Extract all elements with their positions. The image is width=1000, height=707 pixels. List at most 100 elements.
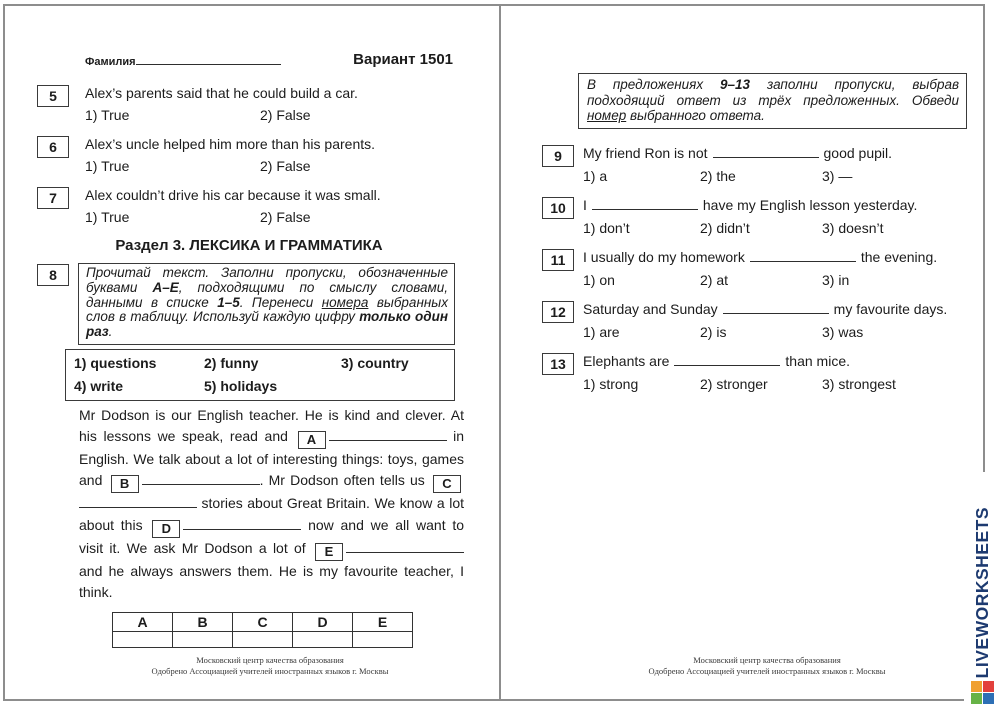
option-3[interactable]: 3) strongest [822, 375, 896, 392]
statement-before-blank: Saturday and Sunday [583, 300, 718, 317]
text-run: заполни пропуски, выбрав подходящий отве… [587, 77, 960, 108]
gap-fill-paragraph: Mr Dodson is our English teacher. He is … [79, 405, 464, 603]
liveworksheets-watermark[interactable]: LIVEWORKSHEETS [964, 472, 1000, 704]
question-number: 7 [37, 187, 69, 209]
question-number: 12 [542, 300, 574, 323]
answer-blank[interactable] [141, 472, 260, 486]
text-run: in English. We talk about a lot of inter… [79, 428, 464, 489]
word-bank-item[interactable]: 3) country [341, 354, 409, 371]
statement-after-blank: my favourite days. [833, 300, 948, 317]
option-true[interactable]: 1) True [85, 107, 130, 123]
answer-blank[interactable] [346, 540, 464, 553]
worksheet-header: Фамилия Вариант 1501 [37, 46, 461, 68]
task-instructions-box: В предложениях 9–13 заполни пропуски, вы… [578, 73, 967, 129]
option-2[interactable]: 2) is [700, 323, 727, 340]
surname-write-line[interactable] [135, 53, 281, 65]
question-body: Elephants are than mice. 1) strong 2) str… [583, 352, 968, 394]
statement-before-blank: Elephants are [583, 352, 670, 369]
word-bank-item[interactable]: 2) funny [204, 354, 259, 371]
text-run: stories about Great Britain. We know a l… [79, 495, 464, 533]
option-true[interactable]: 1) True [85, 209, 130, 225]
answer-blank[interactable] [674, 353, 781, 366]
option-false[interactable]: 2) False [260, 107, 311, 123]
answer-blank[interactable] [79, 495, 197, 509]
liveworksheets-watermark-text[interactable]: LIVEWORKSHEETS [971, 506, 992, 678]
option-1[interactable]: 1) don’t [583, 219, 630, 236]
option-1[interactable]: 1) a [583, 167, 608, 184]
blank-letter-box: A [297, 431, 326, 450]
answer-blank[interactable] [183, 517, 302, 530]
answer-options: 1) True 2) False [85, 105, 461, 125]
word-bank-item[interactable]: 1) questions [74, 354, 157, 371]
answer-blank[interactable] [591, 197, 698, 210]
footer-line-2: Одобрено Ассоциацией учителей иностранны… [648, 666, 886, 676]
footer-line-1: Московский центр качества образования [196, 655, 344, 665]
statement-after-blank: than mice. [785, 352, 850, 369]
question-5: 5 Alex’s parents said that he could buil… [37, 84, 461, 125]
option-1[interactable]: 1) are [583, 323, 620, 340]
question-6: 6 Alex’s uncle helped him more than his … [37, 135, 461, 176]
page-border [3, 4, 985, 701]
section-heading: Раздел 3. ЛЕКСИКА И ГРАММАТИКА [115, 237, 383, 254]
question-body: Alex’s parents said that he could build … [85, 84, 461, 125]
option-2[interactable]: 2) didn’t [700, 219, 750, 236]
answer-options: 1) on 2) at 3) in [583, 270, 968, 290]
text-run: 9–13 [720, 77, 751, 92]
option-2[interactable]: 2) stronger [700, 375, 768, 392]
answer-options: 1) are 2) is 3) was [583, 322, 968, 342]
logo-tile-red [982, 681, 994, 692]
option-2[interactable]: 2) at [700, 271, 729, 288]
answer-options: 1) a 2) the 3) — [583, 166, 968, 186]
answer-cell[interactable] [112, 631, 173, 648]
text-run: Mr Dodson is our English teacher. He is … [79, 406, 464, 445]
question-number: 11 [542, 248, 574, 271]
word-bank-item[interactable]: 4) write [74, 377, 124, 394]
option-3[interactable]: 3) was [822, 323, 864, 340]
blank-letter-box: E [315, 542, 343, 561]
footer-left-page: Московский центр качества образования Од… [60, 655, 480, 677]
answer-table-header: E [352, 612, 413, 632]
answer-cell[interactable] [352, 631, 413, 648]
option-3[interactable]: 3) doesn’t [822, 219, 884, 236]
task-instructions-box: Прочитай текст. Заполни пропуски, обозна… [78, 263, 455, 345]
footer-right-page: Московский центр качества образования Од… [557, 655, 977, 677]
surname-field: Фамилия [85, 53, 281, 68]
page-divider-line [499, 4, 501, 701]
text-run: 1–5 [217, 294, 240, 310]
answer-options: 1) True 2) False [85, 207, 461, 227]
answer-table-input-row [112, 631, 413, 648]
answer-blank[interactable] [328, 428, 447, 442]
answer-cell[interactable] [232, 631, 293, 648]
statement-after-blank: good pupil. [823, 144, 893, 161]
question-number: 8 [37, 264, 69, 286]
word-bank-item[interactable]: 5) holidays [204, 377, 278, 394]
question-number: 5 [37, 85, 69, 107]
statement-before-blank: My friend Ron is not [583, 144, 708, 161]
answer-blank[interactable] [712, 145, 819, 158]
option-1[interactable]: 1) on [583, 271, 615, 288]
option-false[interactable]: 2) False [260, 209, 311, 225]
option-true[interactable]: 1) True [85, 158, 130, 174]
option-1[interactable]: 1) strong [583, 375, 639, 392]
question-body: Alex’s uncle helped him more than his pa… [85, 135, 461, 176]
option-false[interactable]: 2) False [260, 158, 311, 174]
answer-blank[interactable] [722, 301, 829, 314]
text-run: . Mr Dodson often tells us [259, 472, 430, 489]
answer-cell[interactable] [172, 631, 233, 648]
text-run: А–Е [152, 279, 179, 295]
answer-options: 1) don’t 2) didn’t 3) doesn’t [583, 218, 968, 238]
answer-cell[interactable] [292, 631, 353, 648]
option-3[interactable]: 3) in [822, 271, 850, 288]
question-number: 9 [542, 144, 574, 167]
answer-blank[interactable] [749, 249, 856, 262]
question-body: Alex couldn’t drive his car because it w… [85, 186, 461, 227]
option-3[interactable]: 3) — [822, 167, 853, 184]
answer-table-header: C [232, 612, 293, 632]
text-run: выбранных слов в таблицу. Используй кажд… [86, 294, 448, 325]
option-2[interactable]: 2) the [700, 167, 736, 184]
text-run: , подходящими по смыслу словами, данными… [86, 279, 448, 310]
left-page: Фамилия Вариант 1501 5 Alex’s parents sa… [37, 46, 464, 648]
question-body: Saturday and Sunday my favourite days. 1)… [583, 300, 968, 342]
